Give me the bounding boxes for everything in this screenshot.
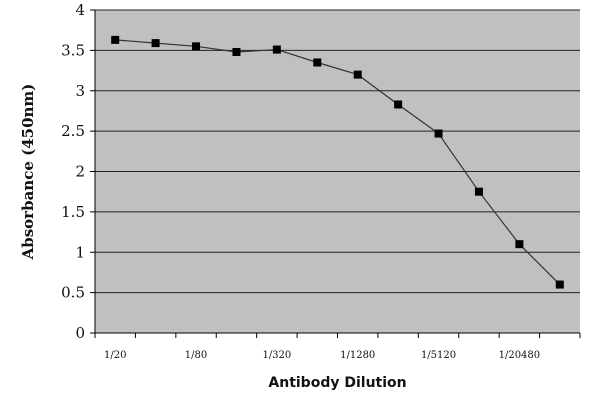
data-point — [515, 240, 524, 249]
y-tick-label: 1.5 — [61, 203, 85, 221]
data-point — [111, 35, 120, 44]
x-tick-label: 1/20480 — [499, 350, 541, 361]
y-tick-label: 1 — [75, 243, 85, 261]
y-axis-label: Absorbance (450nm) — [19, 84, 37, 261]
series-line — [115, 39, 561, 286]
data-point — [192, 42, 201, 51]
data-point — [272, 45, 281, 54]
y-tick-label: 0 — [75, 324, 85, 342]
y-tick-label: 4 — [75, 1, 85, 19]
x-axis-label: Antibody Dilution — [268, 375, 406, 391]
y-tick-label: 3.5 — [61, 41, 85, 59]
data-point — [353, 70, 362, 79]
data-point — [394, 100, 403, 109]
data-point — [151, 39, 160, 48]
data-point — [232, 47, 241, 56]
x-tick-label: 1/5120 — [421, 350, 456, 361]
x-tick-label: 1/80 — [185, 350, 207, 361]
y-tick-label: 3 — [75, 82, 85, 100]
x-tick-label: 1/1280 — [340, 350, 375, 361]
x-tick-label: 1/320 — [262, 350, 291, 361]
data-point — [434, 129, 443, 138]
data-point — [555, 280, 564, 289]
data-point — [313, 58, 322, 67]
data-point — [474, 187, 483, 196]
y-tick-label: 2.5 — [61, 122, 85, 140]
x-tick-label: 1/20 — [104, 350, 126, 361]
y-tick-label: 2 — [75, 163, 85, 181]
y-tick-label: 0.5 — [61, 284, 85, 302]
